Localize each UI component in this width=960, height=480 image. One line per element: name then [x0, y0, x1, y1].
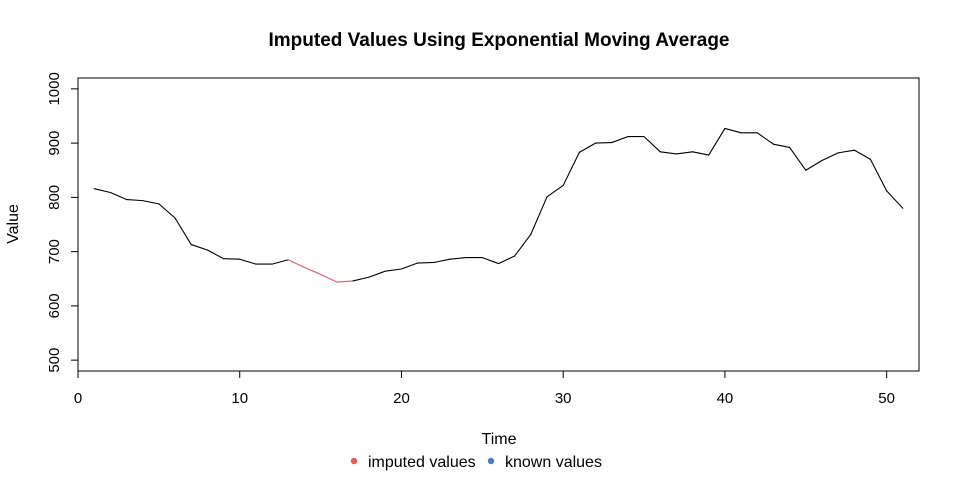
x-tick-label: 0 — [74, 390, 82, 407]
known-line-segment — [869, 158, 888, 192]
x-axis: 0 10 20 30 40 50 — [74, 370, 895, 407]
known-line-segment — [594, 142, 613, 144]
known-line-segment — [821, 152, 839, 162]
known-line-segment — [708, 127, 726, 156]
known-line-segment — [158, 203, 176, 219]
y-tick-label: 500 — [46, 348, 63, 373]
known-line-segment — [514, 233, 532, 257]
legend: imputed values known values — [350, 454, 602, 471]
imputed-line-segment — [336, 280, 354, 283]
known-line-segment — [578, 142, 597, 153]
known-line-segment — [125, 198, 144, 202]
x-tick-label: 50 — [878, 390, 895, 407]
known-line-segment — [449, 257, 467, 260]
known-line-segment — [675, 151, 694, 155]
known-line-segment — [352, 276, 370, 282]
known-line-segment — [400, 262, 419, 270]
known-line-segment — [530, 196, 548, 235]
known-line-segment — [756, 132, 774, 145]
known-line-segment — [190, 244, 208, 251]
legend-item-imputed: imputed values — [350, 454, 476, 471]
chart-title: Imputed Values Using Exponential Moving … — [268, 30, 729, 51]
legend-label-imputed: imputed values — [368, 454, 476, 471]
legend-marker-known — [487, 457, 495, 465]
known-line-segment — [837, 149, 855, 154]
y-tick-label: 1000 — [46, 72, 63, 105]
known-line-segment — [724, 127, 742, 134]
known-line-segment — [109, 191, 128, 201]
x-tick-label: 10 — [231, 390, 248, 407]
imputed-line-segment — [287, 259, 305, 268]
known-line-segment — [384, 268, 403, 272]
known-line-segment — [417, 261, 435, 264]
series-layer — [93, 127, 904, 283]
y-axis: 500 600 700 800 900 1000 — [46, 72, 79, 373]
known-line-segment — [611, 136, 629, 144]
legend-marker-imputed — [350, 457, 358, 465]
known-line-segment — [481, 257, 500, 265]
known-line-segment — [853, 149, 872, 160]
known-line-segment — [93, 188, 111, 194]
known-line-segment — [659, 151, 677, 155]
y-axis-label: Value — [5, 204, 22, 244]
known-line-segment — [805, 159, 823, 171]
known-line-segment — [692, 151, 710, 156]
known-line-segment — [546, 184, 564, 198]
known-line-segment — [223, 258, 241, 260]
imputed-line-segment — [303, 266, 322, 275]
imputed-line-segment — [320, 273, 338, 283]
known-line-segment — [562, 151, 580, 186]
legend-label-known: known values — [505, 454, 602, 471]
known-line-segment — [886, 190, 904, 209]
known-line-segment — [206, 249, 225, 260]
known-line-segment — [433, 258, 451, 264]
y-tick-label: 800 — [46, 185, 63, 210]
y-tick-label: 900 — [46, 131, 63, 156]
y-tick-label: 600 — [46, 293, 63, 318]
y-tick-label: 700 — [46, 239, 63, 264]
x-axis-label: Time — [482, 431, 517, 448]
known-line-segment — [497, 255, 516, 265]
x-tick-label: 30 — [555, 390, 572, 407]
legend-item-known: known values — [487, 454, 602, 471]
x-tick-label: 40 — [717, 390, 734, 407]
plot-area-frame — [77, 77, 920, 372]
known-line-segment — [643, 136, 661, 153]
known-line-segment — [174, 217, 192, 246]
known-line-segment — [789, 146, 807, 171]
known-line-segment — [142, 200, 160, 205]
known-line-segment — [368, 270, 386, 278]
known-line-segment — [271, 259, 289, 265]
known-line-segment — [772, 143, 791, 149]
x-tick-label: 20 — [393, 390, 410, 407]
known-line-segment — [239, 258, 257, 265]
